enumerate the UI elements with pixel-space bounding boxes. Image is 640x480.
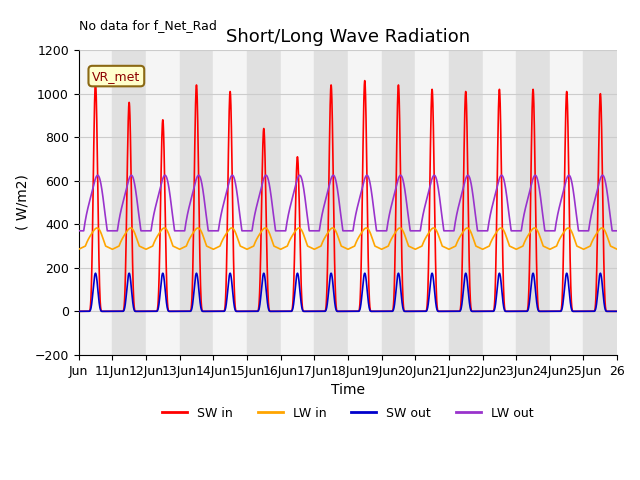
Title: Short/Long Wave Radiation: Short/Long Wave Radiation (226, 28, 470, 46)
Bar (449, 50, 483, 355)
X-axis label: Time: Time (331, 383, 365, 397)
Bar (584, 50, 617, 355)
Bar (415, 50, 449, 355)
Bar (112, 50, 146, 355)
Text: No data for f_Net_Rad: No data for f_Net_Rad (79, 19, 216, 32)
Bar (550, 50, 584, 355)
Bar (280, 50, 314, 355)
Bar (146, 50, 180, 355)
Bar (314, 50, 348, 355)
Bar (483, 50, 516, 355)
Bar (516, 50, 550, 355)
Bar (247, 50, 280, 355)
Y-axis label: ( W/m2): ( W/m2) (15, 175, 29, 230)
Bar (381, 50, 415, 355)
Bar (79, 50, 112, 355)
Bar (348, 50, 381, 355)
Bar (213, 50, 247, 355)
Bar (180, 50, 213, 355)
Text: VR_met: VR_met (92, 70, 140, 83)
Legend: SW in, LW in, SW out, LW out: SW in, LW in, SW out, LW out (157, 402, 539, 425)
